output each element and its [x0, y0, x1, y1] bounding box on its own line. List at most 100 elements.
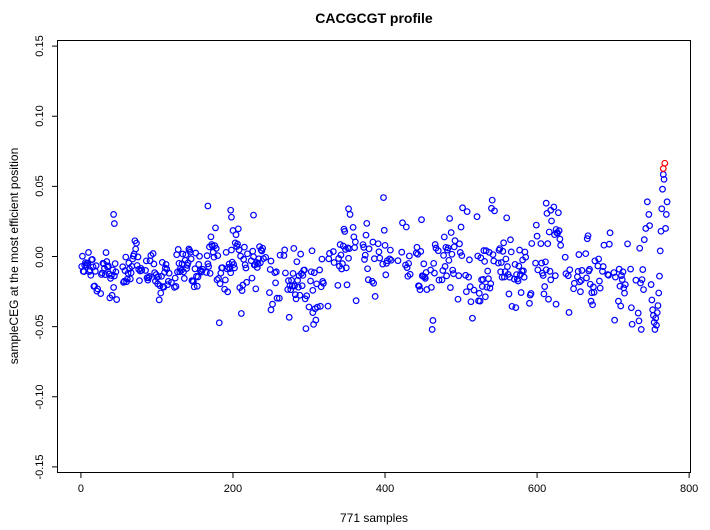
- data-point: [511, 260, 519, 268]
- data-point: [352, 297, 360, 305]
- data-point: [621, 289, 628, 297]
- data-point: [491, 207, 498, 215]
- data-point: [577, 288, 584, 296]
- data-point: [429, 317, 437, 324]
- data-point: [543, 209, 551, 217]
- data-point: [212, 224, 219, 232]
- data-point: [244, 250, 251, 258]
- data-point: [307, 268, 315, 276]
- data-point: [512, 304, 520, 312]
- data-point: [227, 206, 235, 214]
- data-point: [204, 202, 212, 210]
- data-point: [570, 285, 577, 293]
- data-point: [463, 208, 471, 216]
- data-point: [548, 217, 555, 225]
- data-point: [193, 282, 201, 290]
- data-point: [481, 293, 489, 301]
- data-point: [235, 246, 243, 254]
- data-point: [365, 245, 373, 253]
- data-point: [394, 257, 402, 265]
- data-point: [405, 260, 412, 267]
- data-point: [646, 222, 653, 230]
- data-point: [240, 243, 248, 251]
- data-point: [301, 266, 308, 274]
- data-point: [540, 290, 548, 298]
- data-point: [566, 266, 574, 274]
- data-point: [462, 288, 470, 296]
- data-point: [281, 246, 289, 254]
- data-point: [339, 260, 346, 268]
- data-point: [149, 250, 157, 257]
- data-point: [656, 272, 663, 280]
- data-point: [627, 265, 634, 273]
- data-point: [362, 231, 370, 239]
- data-point: [596, 284, 604, 292]
- data-point: [457, 223, 465, 231]
- data-point: [292, 295, 300, 303]
- data-point: [522, 253, 530, 261]
- data-point: [122, 253, 130, 261]
- data-point: [275, 294, 283, 302]
- data-point: [547, 276, 555, 284]
- data-point: [252, 285, 260, 293]
- data-point: [640, 236, 648, 244]
- data-point: [504, 263, 511, 270]
- data-point: [655, 289, 663, 297]
- data-point: [456, 240, 463, 248]
- data-point: [605, 271, 612, 279]
- data-point: [296, 291, 304, 299]
- data-point: [127, 269, 135, 277]
- data-point: [215, 319, 223, 327]
- data-point: [158, 259, 166, 266]
- data-point: [294, 276, 301, 284]
- data-point: [451, 237, 459, 245]
- data-point: [157, 289, 165, 297]
- data-point: [470, 286, 478, 294]
- data-point: [287, 286, 295, 294]
- data-point: [349, 223, 357, 231]
- data-point: [403, 264, 411, 271]
- data-point: [108, 291, 116, 299]
- data-point: [341, 228, 349, 235]
- data-point: [381, 241, 389, 249]
- data-point: [272, 279, 279, 287]
- data-point: [226, 265, 234, 272]
- data-point: [446, 215, 454, 222]
- data-point: [363, 219, 371, 227]
- data-point: [110, 220, 118, 227]
- data-point: [318, 255, 326, 263]
- data-point: [444, 244, 452, 252]
- data-point: [255, 255, 263, 263]
- data-point: [636, 244, 644, 252]
- data-point: [298, 282, 306, 290]
- data-point: [317, 302, 324, 310]
- data-point: [126, 275, 134, 283]
- data-point: [441, 263, 449, 270]
- data-point: [497, 259, 505, 266]
- data-point: [380, 194, 387, 201]
- data-point: [138, 266, 146, 274]
- data-point: [440, 252, 447, 259]
- data-point: [382, 271, 390, 279]
- data-point: [361, 251, 369, 259]
- data-point: [110, 272, 118, 280]
- data-point: [546, 267, 554, 275]
- x-axis-title: 771 samples: [339, 511, 409, 525]
- data-point: [488, 196, 496, 204]
- data-point: [345, 205, 352, 213]
- data-point: [113, 296, 121, 303]
- data-point: [532, 221, 540, 229]
- data-point: [415, 282, 423, 290]
- data-point: [167, 279, 175, 286]
- data-point: [477, 254, 485, 262]
- data-point: [303, 292, 311, 300]
- data-point: [165, 269, 173, 277]
- data-point: [658, 205, 666, 213]
- data-point: [88, 256, 96, 263]
- data-point: [505, 290, 513, 298]
- data-point: [241, 261, 249, 269]
- data-point: [204, 260, 212, 268]
- data-point: [483, 283, 491, 291]
- data-point: [387, 256, 395, 264]
- data-point: [473, 213, 481, 221]
